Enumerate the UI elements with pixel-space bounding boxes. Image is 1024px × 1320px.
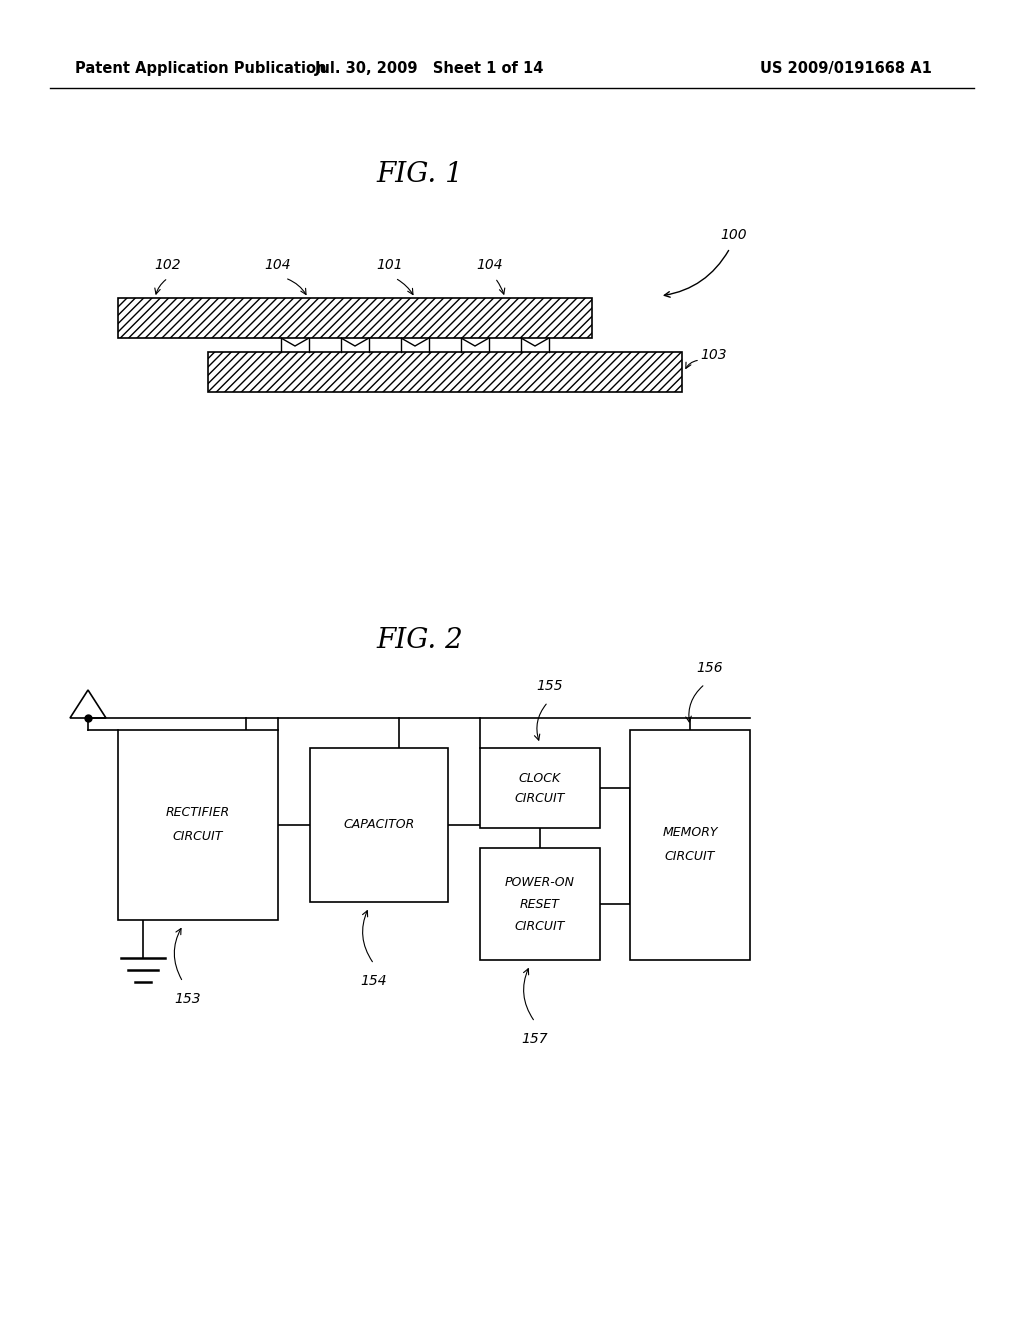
Text: CIRCUIT: CIRCUIT bbox=[515, 920, 565, 932]
Text: US 2009/0191668 A1: US 2009/0191668 A1 bbox=[760, 61, 932, 75]
Text: Jul. 30, 2009   Sheet 1 of 14: Jul. 30, 2009 Sheet 1 of 14 bbox=[315, 61, 545, 75]
Text: MEMORY: MEMORY bbox=[663, 826, 718, 840]
Text: FIG. 1: FIG. 1 bbox=[377, 161, 464, 189]
Text: 153: 153 bbox=[175, 993, 202, 1006]
Text: POWER-ON: POWER-ON bbox=[505, 875, 575, 888]
Text: 104: 104 bbox=[264, 257, 291, 272]
Text: 104: 104 bbox=[477, 257, 504, 272]
Text: 101: 101 bbox=[377, 257, 403, 272]
Text: FIG. 2: FIG. 2 bbox=[377, 627, 464, 653]
Text: 103: 103 bbox=[700, 348, 727, 362]
Text: CAPACITOR: CAPACITOR bbox=[343, 818, 415, 832]
Text: 100: 100 bbox=[720, 228, 746, 242]
Text: 155: 155 bbox=[537, 678, 563, 693]
Text: 154: 154 bbox=[360, 974, 387, 987]
Text: 102: 102 bbox=[155, 257, 181, 272]
Bar bbox=[310, 748, 449, 902]
Text: RECTIFIER: RECTIFIER bbox=[166, 807, 230, 820]
Text: RESET: RESET bbox=[520, 898, 560, 911]
Text: Patent Application Publication: Patent Application Publication bbox=[75, 61, 327, 75]
Text: CIRCUIT: CIRCUIT bbox=[515, 792, 565, 804]
Bar bbox=[118, 298, 592, 338]
Text: CIRCUIT: CIRCUIT bbox=[173, 830, 223, 843]
Bar bbox=[630, 730, 750, 960]
Bar bbox=[208, 352, 682, 392]
Text: 157: 157 bbox=[521, 1032, 548, 1045]
Text: CLOCK: CLOCK bbox=[519, 771, 561, 784]
Bar bbox=[118, 730, 278, 920]
Bar bbox=[480, 748, 600, 828]
Text: CIRCUIT: CIRCUIT bbox=[665, 850, 715, 863]
Bar bbox=[480, 847, 600, 960]
Text: 156: 156 bbox=[696, 661, 723, 675]
